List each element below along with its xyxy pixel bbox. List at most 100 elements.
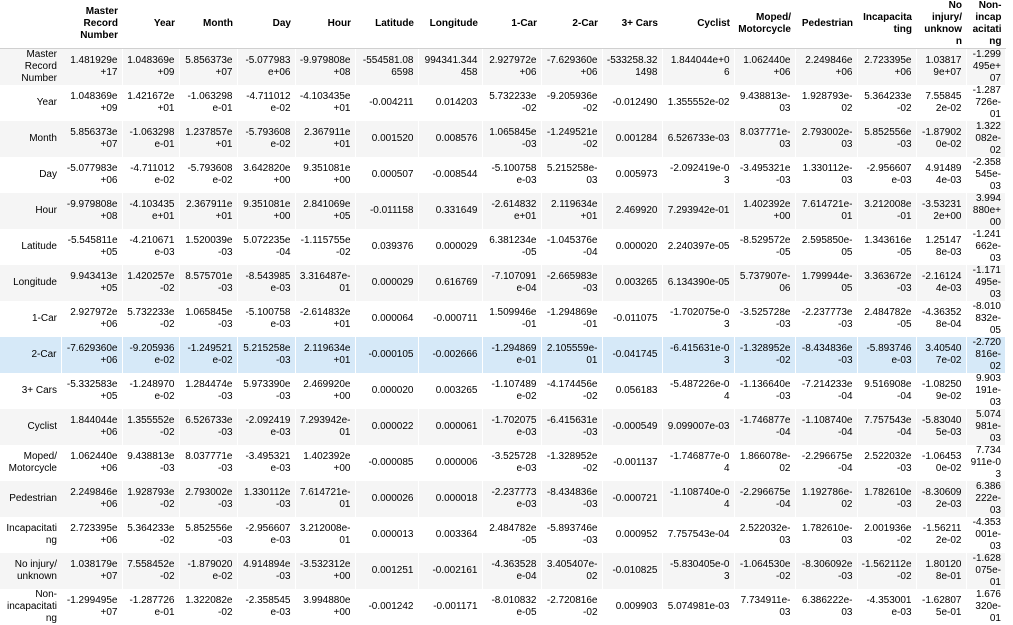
table-cell: 5.732233e-02: [482, 85, 541, 121]
table-cell: 0.000061: [418, 409, 482, 445]
table-cell: 6.526733e-03: [662, 121, 734, 157]
column-header: Hour: [295, 0, 355, 49]
table-cell: -1.562112e-02: [857, 553, 916, 589]
table-cell: 3.212008e-01: [857, 193, 916, 229]
table-cell: 1.062440e+06: [61, 445, 122, 481]
table-cell: -7.629360e+06: [541, 49, 602, 86]
table-cell: 1.355552e-02: [662, 85, 734, 121]
table-cell: 9.943413e+05: [61, 265, 122, 301]
table-cell: 4.914894e-03: [237, 553, 295, 589]
table-cell: -1.328952e-02: [734, 337, 795, 373]
table-cell: -4.174456e-02: [541, 373, 602, 409]
table-cell: -8.434836e-03: [795, 337, 857, 373]
table-cell: 1.355552e-02: [122, 409, 179, 445]
table-cell: 1.237857e+01: [179, 121, 237, 157]
table-cell: 1.520039e-03: [179, 229, 237, 265]
table-cell: 7.734911e-03: [966, 445, 1006, 481]
table-cell: -2.296675e-04: [795, 445, 857, 481]
column-header: Latitude: [355, 0, 418, 49]
table-cell: 7.293942e-01: [662, 193, 734, 229]
table-cell: -1.287726e-01: [122, 589, 179, 625]
row-header: Longitude: [0, 265, 61, 301]
table-cell: 1.330112e-03: [237, 481, 295, 517]
column-header: 2-Car: [541, 0, 602, 49]
row-header: Day: [0, 157, 61, 193]
table-cell: 5.074981e-03: [966, 409, 1006, 445]
table-cell: -2.720816e-02: [541, 589, 602, 625]
table-cell: 0.000020: [355, 373, 418, 409]
column-header: Day: [237, 0, 295, 49]
table-cell: -1.115755e-02: [295, 229, 355, 265]
row-header: Cyclist: [0, 409, 61, 445]
table-cell: 1.866078e-02: [734, 445, 795, 481]
table-cell: 2.119634e+01: [541, 193, 602, 229]
table-cell: 3.363672e-03: [857, 265, 916, 301]
table-cell: -1.328952e-02: [541, 445, 602, 481]
table-cell: 7.558452e-02: [916, 85, 966, 121]
table-cell: 2.119634e+01: [295, 337, 355, 373]
table-cell: -1.294869e-01: [482, 337, 541, 373]
table-cell: 7.757543e-04: [662, 517, 734, 553]
table-cell: 2.522032e-03: [857, 445, 916, 481]
table-cell: -5.830405e-03: [916, 409, 966, 445]
table-cell: 1.343616e-05: [857, 229, 916, 265]
row-header: Latitude: [0, 229, 61, 265]
table-cell: -1.294869e-01: [541, 301, 602, 337]
table-cell: 2.367911e+01: [179, 193, 237, 229]
table-cell: 0.001520: [355, 121, 418, 157]
table-cell: -1.063298e-01: [179, 85, 237, 121]
table-cell: -5.100758e-03: [482, 157, 541, 193]
table-cell: -2.358545e-03: [966, 157, 1006, 193]
column-header: No injury/ unknown: [916, 0, 966, 49]
table-cell: -2.296675e-04: [734, 481, 795, 517]
table-cell: 5.364233e-02: [857, 85, 916, 121]
row-header: Non-incapacitating: [0, 589, 61, 625]
table-cell: -1.108740e-04: [795, 409, 857, 445]
row-header: Hour: [0, 193, 61, 229]
table-cell: 1.322082e-02: [966, 121, 1006, 157]
table-cell: -554581.086598: [355, 49, 418, 86]
table-cell: 6.526733e-03: [179, 409, 237, 445]
table-cell: -533258.321498: [602, 49, 662, 86]
table-cell: -0.000711: [418, 301, 482, 337]
table-cell: 2.595850e-05: [795, 229, 857, 265]
table-cell: -9.979808e+08: [295, 49, 355, 86]
table-cell: 1.844044e+06: [61, 409, 122, 445]
table-cell: -3.495321e-03: [237, 445, 295, 481]
table-cell: 0.039376: [355, 229, 418, 265]
table-cell: 0.000018: [418, 481, 482, 517]
table-cell: -8.434836e-03: [541, 481, 602, 517]
table-cell: 3.405407e-02: [541, 553, 602, 589]
table-cell: 9.099007e-03: [662, 409, 734, 445]
table-cell: -0.011158: [355, 193, 418, 229]
column-header: Pedestrian: [795, 0, 857, 49]
table-cell: 9.351081e+00: [295, 157, 355, 193]
table-cell: 5.364233e-02: [122, 517, 179, 553]
table-cell: -2.237773e-03: [482, 481, 541, 517]
table-cell: -7.629360e+06: [61, 337, 122, 373]
table-cell: 5.856373e+07: [61, 121, 122, 157]
table-cell: 5.856373e+07: [179, 49, 237, 86]
table-cell: -6.415631e-03: [662, 337, 734, 373]
table-cell: -5.100758e-03: [237, 301, 295, 337]
table-cell: 2.484782e-05: [482, 517, 541, 553]
table-cell: 2.105559e-01: [541, 337, 602, 373]
column-header: Master Record Number: [61, 0, 122, 49]
table-cell: 5.732233e-02: [122, 301, 179, 337]
table-cell: -9.205936e-02: [122, 337, 179, 373]
table-cell: 2.469920e+00: [295, 373, 355, 409]
table-cell: 1.928793e-02: [122, 481, 179, 517]
table-cell: 1.481929e+17: [61, 49, 122, 86]
table-row: 2-Car-7.629360e+06-9.205936e-02-1.249521…: [0, 337, 1006, 373]
table-cell: 6.386222e-03: [795, 589, 857, 625]
table-row: Non-incapacitating-1.299495e+07-1.287726…: [0, 589, 1006, 625]
table-cell: 7.734911e-03: [734, 589, 795, 625]
table-cell: -5.830405e-03: [662, 553, 734, 589]
table-cell: 0.008576: [418, 121, 482, 157]
table-cell: 1.038179e+07: [916, 49, 966, 86]
table-cell: 0.001284: [602, 121, 662, 157]
table-cell: 2.793002e-03: [179, 481, 237, 517]
table-cell: -1.702075e-03: [662, 301, 734, 337]
